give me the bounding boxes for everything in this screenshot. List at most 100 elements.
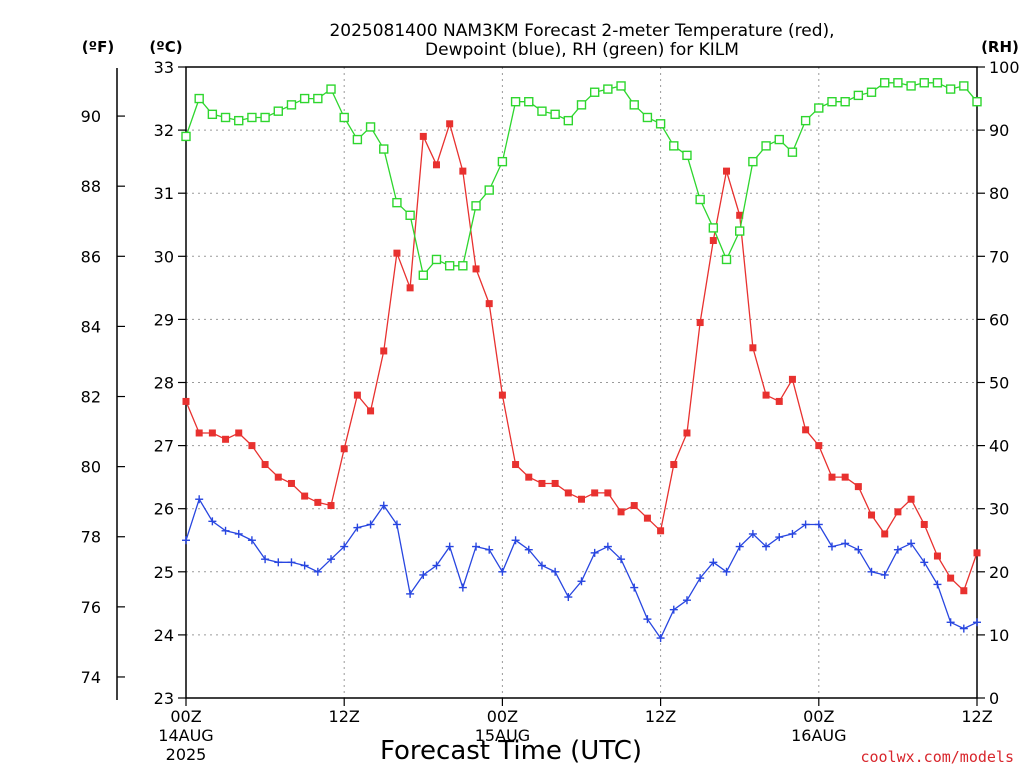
celsius-tick-label: 26 [154, 500, 174, 519]
temperature-point [564, 489, 572, 497]
dewpoint-point [735, 542, 744, 551]
rh-point [945, 84, 956, 94]
celsius-tick-label: 33 [154, 58, 174, 77]
rh-point [313, 93, 323, 104]
dewpoint-point [907, 539, 916, 548]
fahrenheit-tick-label: 74 [81, 668, 101, 687]
dewpoint-point [287, 558, 296, 567]
temperature-point [762, 391, 770, 399]
rh-point [286, 100, 297, 110]
rh-point [458, 261, 468, 271]
temperature-point [512, 461, 520, 469]
temperature-point [696, 319, 704, 327]
temperature-point [525, 473, 533, 481]
dewpoint-point [709, 558, 718, 567]
celsius-tick-label: 27 [154, 437, 174, 456]
fahrenheit-tick-label: 76 [81, 598, 101, 617]
temperature-point [617, 508, 625, 516]
rh-point [524, 97, 534, 107]
x-tick-label: 12Z [961, 707, 992, 726]
dewpoint-point [854, 545, 863, 554]
temperature-point [933, 552, 941, 560]
rh-point [932, 78, 943, 88]
temperature-point [775, 397, 783, 405]
temperature-point [960, 587, 968, 595]
dewpoint-point [827, 542, 836, 551]
temperature-point [683, 429, 691, 437]
temperature-point [828, 473, 836, 481]
rh-point [510, 97, 521, 107]
dewpoint-point [208, 517, 217, 526]
dewpoint-point [182, 536, 190, 545]
dewpoint-point [261, 555, 270, 564]
rh-point [563, 115, 574, 126]
rh-point [392, 197, 402, 208]
rh-point [352, 134, 363, 145]
temperature-point [657, 527, 665, 535]
dewpoint-point [630, 583, 639, 592]
rh-point [642, 112, 653, 123]
dewpoint-point [643, 615, 652, 624]
dewpoint-point [577, 577, 586, 586]
unit-rh-label: (RH) [981, 38, 1019, 56]
dewpoint-point [696, 574, 705, 583]
rh-point [682, 150, 692, 161]
dewpoint-point [379, 501, 388, 510]
temperature-point [947, 574, 955, 582]
rh-point [708, 223, 719, 233]
rh-tick-label: 90 [989, 121, 1009, 140]
dewpoint-point [247, 536, 256, 545]
rh-point [629, 100, 639, 110]
rh-point [761, 141, 771, 151]
rh-point [194, 93, 204, 104]
dewpoint-point [537, 561, 546, 570]
dewpoint-point [551, 567, 560, 576]
rh-point [919, 78, 929, 88]
temperature-point [881, 530, 889, 538]
rh-point [181, 131, 191, 142]
rh-point [866, 87, 877, 97]
dewpoint-point [867, 567, 876, 576]
temperature-point [459, 167, 467, 175]
temperature-point [182, 397, 190, 405]
temperature-point [301, 492, 309, 500]
rh-point [405, 210, 415, 220]
rh-point [603, 84, 613, 94]
temperature-point [314, 498, 322, 506]
x-axis-label: Forecast Time (UTC) [380, 736, 642, 766]
dewpoint-point [893, 545, 902, 554]
celsius-tick-label: 25 [154, 563, 174, 582]
dewpoint-point [682, 596, 691, 605]
dewpoint-point [722, 567, 731, 576]
x-tick-label: 00Z [170, 707, 201, 726]
temperature-point [723, 167, 731, 175]
dewpoint-point [366, 520, 375, 529]
rh-point [906, 81, 916, 91]
dewpoint-point [801, 520, 810, 529]
rh-point [655, 119, 666, 129]
rh-tick-label: 30 [989, 500, 1009, 519]
rh-point [669, 141, 679, 151]
temperature-point [380, 347, 388, 355]
dewpoint-point [973, 618, 981, 627]
dewpoint-point [590, 548, 599, 557]
rh-tick-label: 10 [989, 626, 1009, 645]
dewpoint-point [392, 520, 401, 529]
x-tick-label: 12Z [645, 707, 676, 726]
source-footer: coolwx.com/models [860, 748, 1014, 766]
rh-tick-label: 40 [989, 437, 1009, 456]
temperature-point [222, 435, 230, 443]
dewpoint-point [340, 542, 349, 551]
temperature-point [802, 426, 810, 434]
temperature-point [643, 514, 651, 522]
rh-point [444, 261, 455, 271]
rh-point [339, 112, 349, 123]
temperature-point [815, 442, 823, 450]
rh-point [972, 97, 982, 107]
series-layer [181, 78, 982, 643]
rh-point [550, 109, 560, 120]
temperature-point [907, 495, 915, 503]
rh-point [326, 84, 336, 94]
